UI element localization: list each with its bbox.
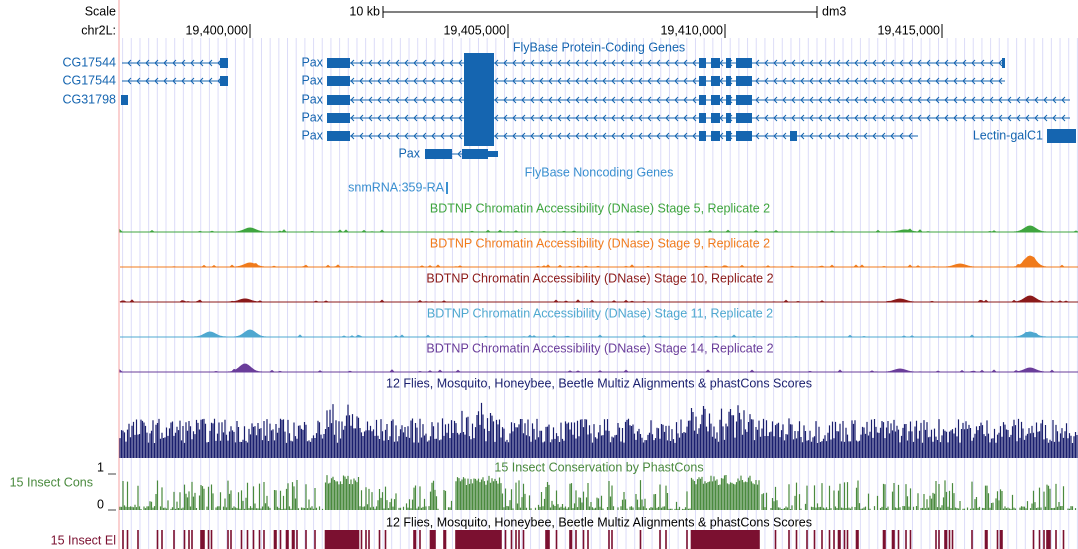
track-title: 15 Insect Conservation by PhastCons [494, 460, 703, 474]
strand-arrows [127, 59, 222, 67]
exon [736, 76, 752, 86]
exon [327, 95, 350, 105]
gene-label: CG17544 [62, 55, 116, 69]
exon [327, 76, 350, 86]
exon [699, 76, 706, 86]
assembly-label: dm3 [822, 4, 846, 18]
exon [711, 113, 720, 123]
scale-max: 1 [97, 460, 104, 474]
exon [446, 182, 448, 194]
signal [120, 329, 1078, 338]
exon [488, 151, 498, 157]
exon [464, 56, 494, 144]
position-label: 19,400,000 [185, 23, 248, 37]
position-label: 19,415,000 [877, 23, 940, 37]
scale-bar [382, 6, 818, 18]
exon [711, 95, 720, 105]
exon [726, 58, 731, 68]
gene-label: Pax [301, 55, 323, 69]
track-label: 15 Insect Cons [10, 475, 93, 489]
exon [726, 95, 731, 105]
exon [736, 58, 752, 68]
exon [711, 131, 720, 141]
exon [736, 113, 752, 123]
position-label: 19,410,000 [660, 23, 723, 37]
exon [726, 113, 731, 123]
gene-label: Pax [301, 73, 323, 87]
track-title: FlyBase Noncoding Genes [525, 165, 674, 179]
grid [122, 38, 1078, 549]
exon [699, 58, 706, 68]
gene-label: Pax [301, 128, 323, 142]
track-title: BDTNP Chromatin Accessibility (DNase) St… [430, 236, 770, 250]
gene-label: Pax [398, 146, 420, 160]
exon [462, 149, 488, 159]
scale-ticks [108, 473, 116, 511]
exon [327, 58, 350, 68]
exon [711, 58, 720, 68]
signal [120, 255, 1078, 268]
position-label: 19,405,000 [443, 23, 506, 37]
track-title: 12 Flies, Mosquito, Honeybee, Beetle Mul… [386, 515, 812, 529]
conservation-bars [119, 402, 1078, 458]
signal [119, 295, 1078, 303]
exon [726, 76, 731, 86]
exon [327, 131, 350, 141]
gene-label: snmRNA:359-RA [348, 180, 445, 194]
track-title: BDTNP Chromatin Accessibility (DNase) St… [427, 306, 773, 320]
element-bars [122, 530, 1065, 549]
exon [790, 131, 797, 141]
exon [425, 149, 452, 159]
exon [1047, 129, 1076, 143]
scale-label: Scale [85, 4, 116, 18]
exon [220, 76, 228, 86]
exon [220, 58, 228, 68]
phastcons-bars [119, 475, 1077, 510]
scale-min: 0 [97, 497, 104, 511]
scale-bar-label: 10 kb [349, 4, 380, 18]
track-title: BDTNP Chromatin Accessibility (DNase) St… [430, 201, 770, 215]
strand-arrows [127, 77, 222, 85]
exon [699, 131, 706, 141]
exon [736, 131, 752, 141]
exon [327, 113, 350, 123]
exon [736, 95, 752, 105]
gene-label: Pax [301, 110, 323, 124]
exon [121, 95, 128, 105]
signal [119, 225, 1078, 233]
exon [699, 95, 706, 105]
gene-label: Lectin-galC1 [973, 128, 1043, 142]
signal [119, 363, 1078, 373]
track-title: FlyBase Protein-Coding Genes [513, 40, 685, 54]
gene-label: CG31798 [62, 92, 116, 106]
gene-label: Pax [301, 92, 323, 106]
chrom-label: chr2L: [81, 23, 116, 37]
track-title: BDTNP Chromatin Accessibility (DNase) St… [426, 271, 773, 285]
gene-label: CG17544 [62, 73, 116, 87]
track-title: 12 Flies, Mosquito, Honeybee, Beetle Mul… [386, 376, 812, 390]
exon [711, 76, 720, 86]
track-title: BDTNP Chromatin Accessibility (DNase) St… [426, 341, 773, 355]
track-label: 15 Insect El [51, 533, 116, 547]
exon [726, 131, 731, 141]
exon [1002, 58, 1005, 68]
exon [699, 113, 706, 123]
